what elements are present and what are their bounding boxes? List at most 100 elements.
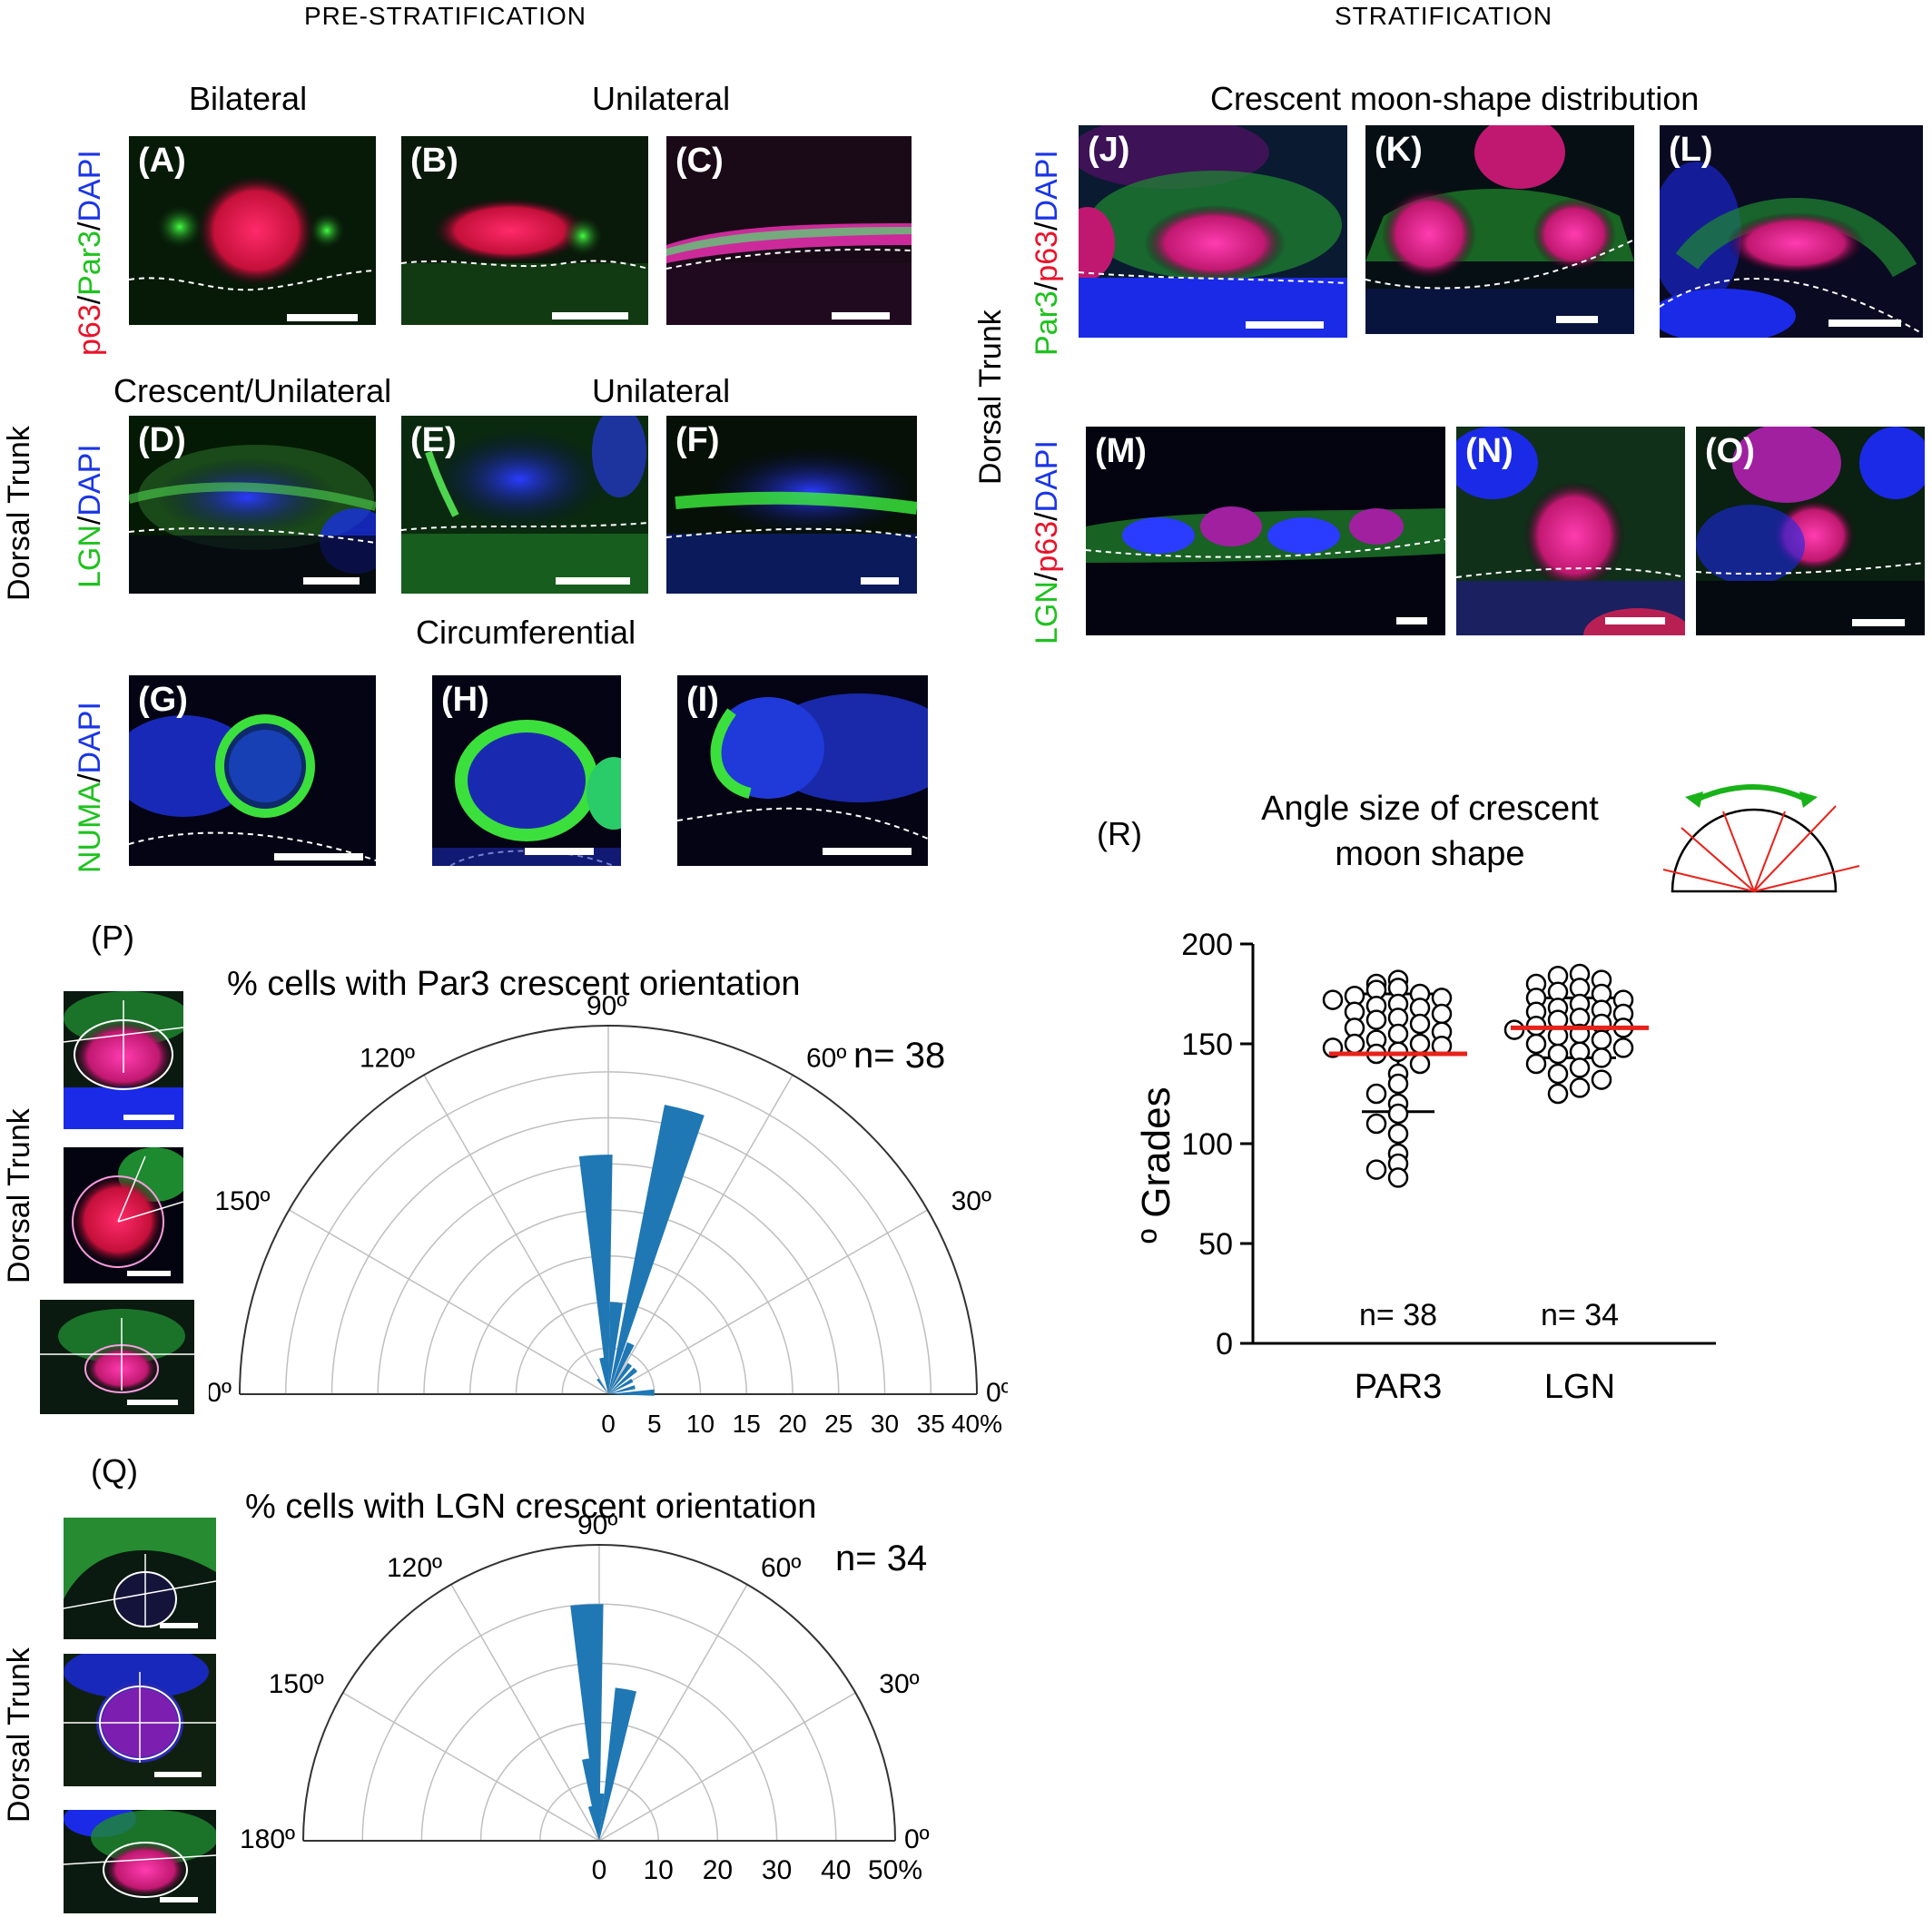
micrograph-B: (B)	[401, 136, 648, 325]
scale-bar-A	[287, 314, 358, 321]
scale-bar-Q2	[154, 1772, 202, 1777]
panel-label-B: (B)	[410, 142, 458, 180]
polar-bar	[608, 1302, 623, 1394]
polar-radial-tick-label: 20	[703, 1855, 733, 1885]
polar-bar	[596, 1378, 608, 1394]
panel-label-E: (E)	[410, 421, 457, 459]
thumbnail-Q1	[64, 1518, 216, 1639]
polar-chart-par3: % cells with Par3 crescent orientation n…	[209, 965, 1008, 1438]
y-tick-label: 50	[1198, 1227, 1233, 1262]
polar-spoke	[342, 1692, 600, 1842]
micrograph-M: (M)	[1086, 427, 1445, 635]
polar-bar	[608, 1385, 636, 1394]
polar-angle-label: 150º	[269, 1669, 324, 1699]
data-point	[1365, 1113, 1387, 1135]
data-point	[1409, 1033, 1431, 1055]
polar-spoke	[289, 1209, 609, 1395]
thumbnail-P2	[64, 1147, 183, 1283]
y-tick-label: 200	[1181, 928, 1233, 962]
polar-angle-label: 180º	[240, 1824, 295, 1854]
polar-bar	[608, 1105, 705, 1394]
polar-outer-arc	[239, 1025, 978, 1395]
data-point	[1525, 1053, 1547, 1075]
polar-chart-lgn: % cells with LGN crescent orientation n=…	[240, 1488, 930, 1885]
bilateral-label: Bilateral	[189, 80, 308, 117]
panel-label-K: (K)	[1375, 131, 1423, 169]
channel-label-row1: p63/Par3/DAPI	[73, 150, 107, 356]
polar-radial-tick-label: 25	[824, 1410, 853, 1438]
polar-radial-tick-label: 50%	[868, 1855, 922, 1885]
scale-bar-Q3	[160, 1897, 198, 1902]
x-category-label: PAR3	[1355, 1368, 1442, 1406]
polar-spoke	[607, 1075, 794, 1395]
scale-bar-Q1	[160, 1623, 198, 1628]
scale-bar-I	[823, 848, 912, 855]
polar-bar	[608, 1378, 634, 1394]
polar-angle-label: 120º	[387, 1553, 442, 1583]
unilateral-mid-label: Unilateral	[592, 372, 731, 409]
polar-angle-label: 60º	[761, 1553, 801, 1583]
scale-bar-C	[832, 312, 890, 320]
channel-label-row3: NUMA/DAPI	[73, 702, 107, 873]
panel-label-H: (H)	[441, 681, 489, 719]
scale-bar-K	[1556, 316, 1598, 323]
data-point	[1387, 1023, 1409, 1045]
scale-bar-F	[861, 577, 899, 585]
polar-bar	[578, 1155, 613, 1394]
scatter-chart-angle: 0 50 100 150 200 º Grades PAR3 n= 38 LGN n= 34	[1134, 928, 1716, 1406]
polar-spoke	[598, 1692, 856, 1842]
panel-label-L: (L)	[1669, 131, 1713, 169]
scale-bar-E	[556, 577, 630, 585]
panel-label-D: (D)	[138, 421, 186, 459]
dorsal-trunk-label-p: Dorsal Trunk	[2, 1108, 36, 1283]
data-point	[1547, 1063, 1569, 1085]
panel-label-A: (A)	[138, 142, 186, 180]
data-point	[1569, 1077, 1591, 1098]
polar-bar	[608, 1362, 633, 1394]
polar-spoke	[598, 1584, 748, 1842]
data-point	[1431, 1003, 1453, 1025]
data-point	[1547, 1043, 1569, 1065]
polar-bar	[570, 1604, 604, 1841]
polar-bar	[608, 1367, 637, 1394]
x-category-label: LGN	[1544, 1368, 1615, 1406]
scale-bar-O	[1852, 619, 1905, 626]
scale-bar-P1	[123, 1115, 174, 1120]
micrograph-H: (H)	[432, 675, 621, 866]
polar-spoke	[423, 1075, 609, 1395]
polar-bar	[597, 1793, 605, 1841]
scale-bar-M	[1396, 617, 1427, 624]
polar-lgn-plot: 0º 30º 60º 90º 120º 150º 180º 0 10 20 30 40 50%	[240, 1510, 930, 1885]
polar-radial-tick-label: 40%	[951, 1410, 1002, 1438]
micrograph-O: (O)	[1696, 427, 1925, 635]
y-axis-label: º Grades	[1134, 1086, 1178, 1244]
channel-label-rowM: LGN/p63/DAPI	[1030, 440, 1064, 644]
n-label: n= 38	[1359, 1298, 1437, 1332]
data-point	[1569, 1057, 1591, 1078]
micrograph-L: (L)	[1660, 125, 1923, 338]
scale-bar-J	[1246, 321, 1324, 329]
polar-radial-tick-label: 20	[778, 1410, 806, 1438]
polar-radial-tick-label: 30	[871, 1410, 899, 1438]
channel-label-rowJ: Par3/p63/DAPI	[1030, 150, 1064, 356]
y-tick-label: 0	[1216, 1327, 1233, 1362]
data-point	[1591, 1029, 1612, 1050]
polar-radial-tick-label: 10	[644, 1855, 674, 1885]
polar-angle-label: 30º	[879, 1669, 919, 1699]
micrograph-K: (K)	[1365, 125, 1634, 334]
n-label: n= 34	[1541, 1298, 1619, 1332]
panel-label-N: (N)	[1465, 432, 1513, 470]
micrograph-C: (C)	[666, 136, 912, 325]
polar-radial-tick-label: 5	[647, 1410, 662, 1438]
panel-label-P: (P)	[91, 919, 134, 956]
scale-bar-L	[1828, 320, 1901, 327]
crescent-moon-label: Crescent moon-shape distribution	[1210, 80, 1700, 117]
dorsal-trunk-label-left: Dorsal Trunk	[2, 426, 36, 601]
scatter-plot: 0 50 100 150 200 º Grades PAR3 n= 38 LGN n= 34	[1134, 928, 1716, 1406]
panel-label-R: (R)	[1097, 815, 1142, 852]
thumbnail-P1	[64, 991, 183, 1129]
crescent-unilateral-label: Crescent/Unilateral	[113, 372, 392, 409]
scale-bar-D	[303, 577, 360, 585]
data-point	[1387, 1167, 1409, 1188]
data-point	[1387, 1123, 1409, 1145]
